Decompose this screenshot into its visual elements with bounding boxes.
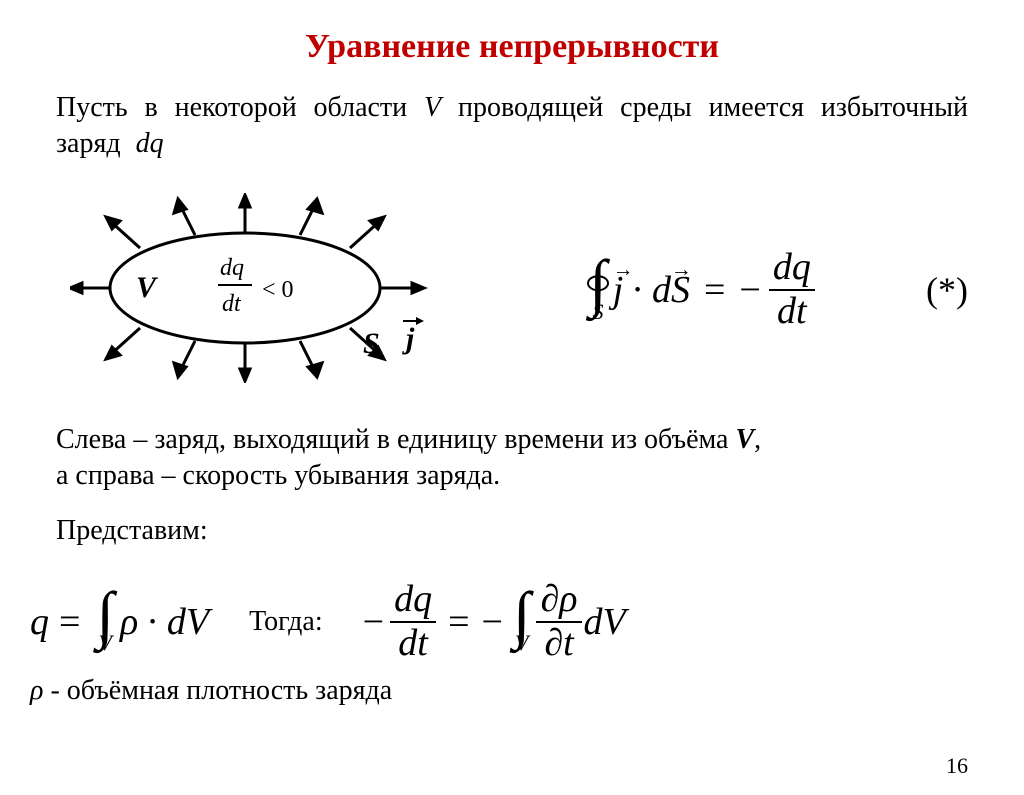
- togda-label: Тогда:: [249, 606, 323, 638]
- intro-paragraph: Пусть в некоторой области V проводящей с…: [56, 90, 968, 163]
- explain-line1-post: ,: [754, 424, 761, 455]
- eqq-intsub: V: [98, 635, 111, 650]
- page-title: Уравнение непрерывности: [0, 28, 1024, 66]
- eqstar-label: (*): [926, 269, 968, 311]
- eqr-dt: dt: [394, 623, 432, 665]
- rho-text: - объёмная плотность заряда: [43, 675, 392, 706]
- equation-right: − dq dt = − ∫ V ∂ρ ∂t dV: [363, 579, 626, 665]
- eqq-eq: =: [59, 600, 80, 644]
- intro-V: V: [424, 92, 441, 123]
- eqstar-minus: −: [739, 268, 760, 312]
- eqq-dV: dV: [167, 600, 209, 644]
- diagram-S-label: S: [363, 327, 380, 360]
- diagram-j-label: j: [402, 322, 415, 355]
- intro-pre: Пусть в некоторой области: [56, 92, 424, 123]
- explain-line1-V: V: [735, 424, 754, 455]
- rho-definition: ρ - объёмная плотность заряда: [30, 675, 968, 707]
- predstavim: Представим:: [56, 513, 968, 549]
- eqstar-eq: =: [704, 268, 725, 312]
- eqr-intsub: V: [515, 635, 528, 650]
- equation-star: ∫ S →j · d→S = − dq dt (*): [430, 247, 968, 333]
- eqstar-dt: dt: [773, 291, 811, 333]
- equations-bottom-row: q = ∫ V ρ · dV Тогда: − dq dt = − ∫ V: [30, 579, 968, 665]
- diagram-V-label: V: [136, 271, 159, 304]
- eqr-eq: =: [448, 600, 469, 644]
- eqstar-dq: dq: [769, 247, 815, 289]
- intro-dq: dq: [136, 128, 164, 159]
- explain-line2: а справа – скорость убывания заряда.: [56, 460, 500, 491]
- diagram-and-eq-row: V S dq dt < 0 j ∫ S →j · d→S = − dq: [70, 193, 968, 388]
- eqq-q: q: [30, 600, 49, 644]
- equation-q: q = ∫ V ρ · dV: [30, 593, 209, 651]
- page-number: 16: [946, 753, 968, 779]
- eqr-minus2: −: [482, 600, 503, 644]
- eqq-dot: ·: [146, 600, 159, 644]
- diagram: V S dq dt < 0 j: [70, 193, 430, 388]
- eqr-drho: ∂ρ: [536, 579, 581, 621]
- eqr-dtp: ∂t: [540, 623, 577, 665]
- eqq-rho: ρ: [120, 600, 138, 644]
- eqr-dV: dV: [584, 600, 626, 644]
- eqr-dq: dq: [390, 579, 436, 621]
- diagram-dq: dq: [220, 255, 244, 281]
- explain-paragraph: Слева – заряд, выходящий в единицу време…: [56, 422, 968, 495]
- eqr-minus1: −: [363, 600, 384, 644]
- diagram-lt0: < 0: [262, 277, 294, 303]
- rho-symbol: ρ: [30, 675, 43, 706]
- explain-line1-pre: Слева – заряд, выходящий в единицу време…: [56, 424, 735, 455]
- diagram-dt: dt: [222, 291, 242, 317]
